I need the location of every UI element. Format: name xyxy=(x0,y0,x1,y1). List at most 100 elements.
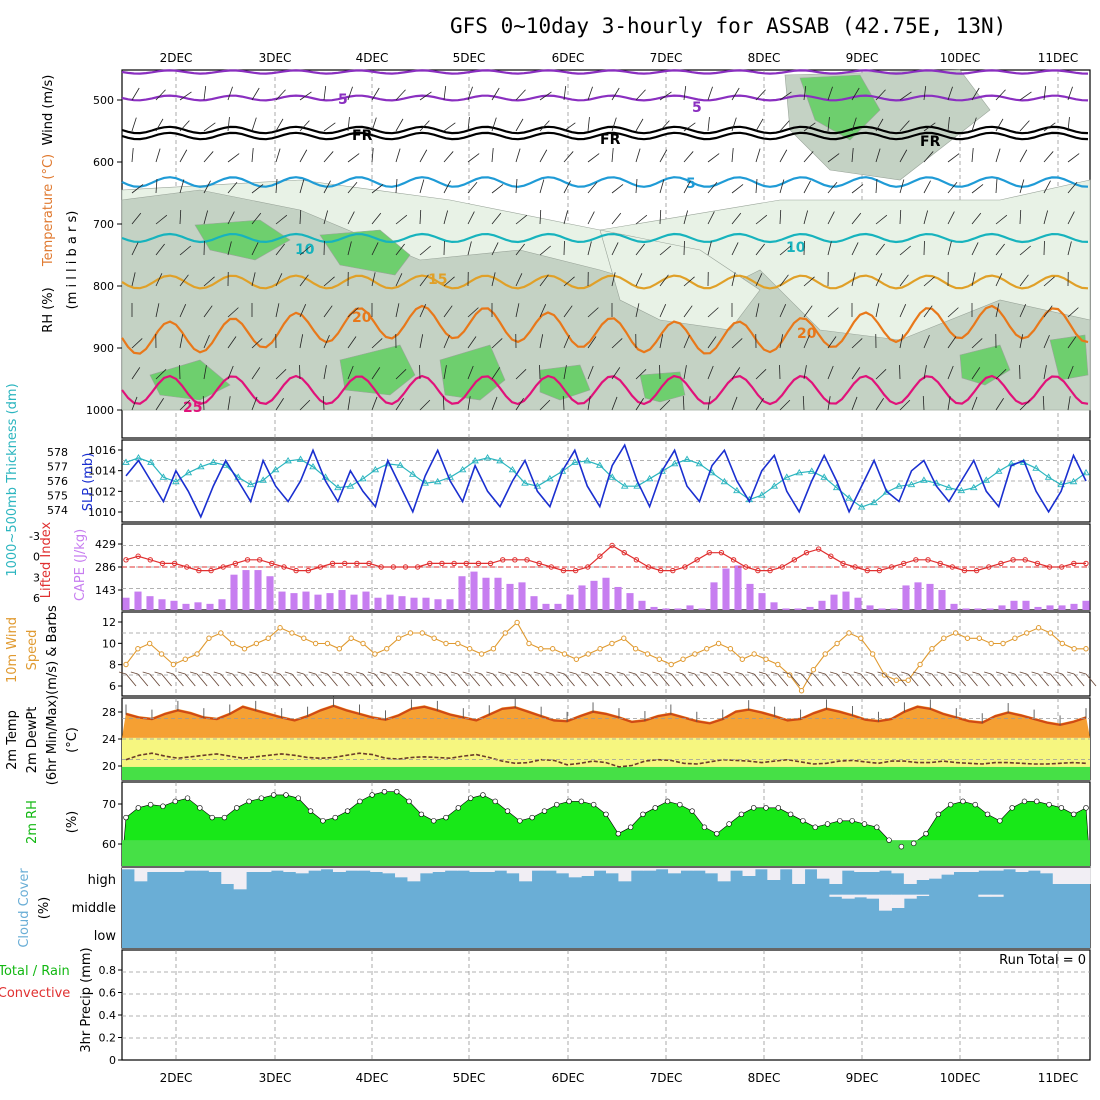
li-point xyxy=(342,560,348,567)
wind-barb xyxy=(291,673,303,687)
wind-barb xyxy=(1019,334,1024,349)
cloud-gap-high xyxy=(283,868,297,872)
wind-barb xyxy=(899,245,911,256)
wind-barb xyxy=(731,242,739,256)
cloud-gap-high xyxy=(221,868,235,884)
li-point xyxy=(973,567,980,574)
cloud-gap-high xyxy=(879,868,892,871)
cloud-gap-high xyxy=(941,868,954,875)
wind-barb-flag xyxy=(296,671,304,675)
wind-barb xyxy=(755,214,768,225)
wind-barb xyxy=(875,273,883,287)
cape-bar xyxy=(506,583,514,610)
wind-barb xyxy=(515,398,524,411)
wind-barb xyxy=(683,305,693,318)
wind-barb xyxy=(1043,365,1047,380)
cloud-gap-high xyxy=(792,868,806,884)
wind-barb xyxy=(227,307,239,318)
wind-barb xyxy=(395,273,403,287)
rh2m-point xyxy=(480,792,486,798)
wind-barb-flag xyxy=(1055,671,1063,675)
cape-bar xyxy=(914,582,922,610)
wind-barb xyxy=(813,673,824,687)
wind-barb xyxy=(635,273,643,287)
cloud-gap-high xyxy=(531,868,545,871)
li-tick: 3 xyxy=(33,571,40,584)
rh2m-point xyxy=(1034,798,1040,805)
y-label-temp2m: 2m Temp xyxy=(5,710,20,770)
cloud-gap-high xyxy=(134,868,148,882)
wind-speed-point xyxy=(1071,646,1077,652)
cloud-gap-middle xyxy=(916,894,930,896)
tick-label: 1012 xyxy=(88,485,116,498)
wind-barb xyxy=(184,673,196,687)
wind-barb xyxy=(923,276,935,287)
wind-speed-point xyxy=(478,651,485,657)
wind-barb xyxy=(753,673,765,687)
wind-barb xyxy=(659,179,665,194)
wind-barb xyxy=(707,153,720,163)
wind-barb-flag xyxy=(782,671,790,675)
wind-barb xyxy=(562,395,565,411)
wind-barb xyxy=(802,395,805,411)
wind-barb xyxy=(419,179,425,194)
wind-barb-flag xyxy=(545,671,553,675)
li-tick: -3 xyxy=(29,530,40,543)
wind-barb xyxy=(323,305,333,318)
wind-barb xyxy=(990,673,1002,687)
wind-barb xyxy=(659,91,672,101)
wind-speed-point xyxy=(905,677,911,683)
wind-barb xyxy=(563,86,567,101)
rh2m-point xyxy=(923,830,929,837)
wind-speed-point xyxy=(526,640,532,647)
cape-bar xyxy=(302,591,310,610)
wind-barb xyxy=(659,209,662,225)
thickness-point xyxy=(945,483,953,491)
li-point xyxy=(694,557,700,563)
thickness-point xyxy=(259,476,267,483)
wind-barb xyxy=(515,303,520,318)
rh2m-point xyxy=(147,801,154,808)
thickness-point xyxy=(982,476,991,483)
thickness-point xyxy=(508,465,517,473)
wind-barb xyxy=(203,334,210,349)
wind-barb xyxy=(131,117,137,132)
rh2m-point xyxy=(677,801,683,808)
wind-barb xyxy=(457,673,469,687)
wind-barb xyxy=(539,245,551,256)
wind-barb-flag xyxy=(557,671,565,675)
wind-speed-point xyxy=(964,635,971,641)
rh2m-point xyxy=(1009,805,1015,811)
wind-barb xyxy=(131,212,142,225)
thickness-point xyxy=(421,479,430,486)
thickness-point xyxy=(770,482,779,489)
li-point xyxy=(670,567,676,574)
wind-barb xyxy=(995,398,1004,411)
wind-barb xyxy=(611,87,620,101)
rh2m-point xyxy=(455,805,462,811)
wind-barb xyxy=(755,148,761,163)
wind-barb xyxy=(755,273,763,287)
contour-label: 5 xyxy=(338,92,348,108)
wind-barb xyxy=(445,673,457,687)
wind-barb-flag xyxy=(427,671,435,675)
wind-barb xyxy=(827,336,837,349)
wind-barb xyxy=(203,210,209,225)
wind-barb xyxy=(419,334,424,349)
wind-barb xyxy=(659,120,670,132)
date-label-top: 3DEC xyxy=(259,51,292,65)
wind-barb xyxy=(467,365,474,380)
wind-barb xyxy=(923,86,927,101)
wind-barb xyxy=(481,673,492,687)
cloud-gap-high xyxy=(866,868,880,872)
wind-barb xyxy=(896,673,907,687)
wind-barb xyxy=(350,673,362,687)
wind-barb xyxy=(851,242,859,256)
wind-barb xyxy=(707,396,711,411)
wind-barb xyxy=(395,214,408,225)
cape-bar xyxy=(626,593,634,610)
temp-contour-7 xyxy=(121,304,1089,355)
wind-barb xyxy=(395,368,407,380)
thickness-point xyxy=(184,468,193,476)
rh2m-point xyxy=(775,805,782,811)
